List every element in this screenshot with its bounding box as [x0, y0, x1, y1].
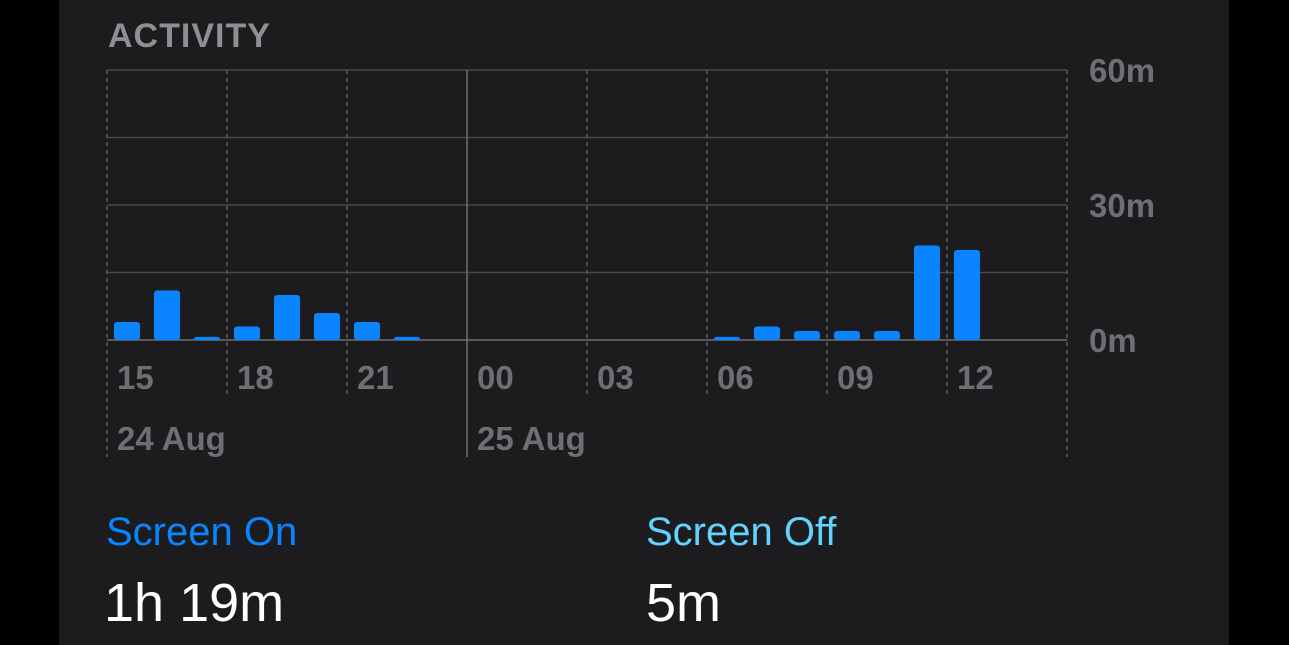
chart-bar [914, 245, 940, 340]
chart-bar [314, 313, 340, 340]
chart-bar [754, 326, 780, 340]
y-tick-label: 0m [1089, 322, 1137, 359]
chart-bar [234, 326, 260, 340]
activity-panel [59, 0, 1229, 645]
chart-bar [114, 322, 140, 340]
y-tick-label: 30m [1089, 187, 1155, 224]
chart-bar [874, 331, 900, 340]
chart-bar [834, 331, 860, 340]
screen-off-value: 5m [646, 573, 722, 633]
x-tick-label: 03 [597, 359, 634, 396]
date-label: 24 Aug [117, 420, 226, 457]
chart-bar [274, 295, 300, 340]
chart-bar [154, 290, 180, 340]
x-tick-label: 09 [837, 359, 874, 396]
chart-bar [714, 336, 740, 340]
chart-bar [954, 250, 980, 340]
screen-on-value: 1h 19m [104, 573, 285, 633]
chart-bar [194, 336, 220, 340]
chart-bar [794, 331, 820, 340]
chart-bar [394, 336, 420, 340]
chart-grid [106, 69, 1068, 457]
x-axis-labels: 15 18 21 00 03 06 09 12 24 Aug 25 Aug [117, 359, 994, 457]
x-tick-label: 15 [117, 359, 154, 396]
x-tick-label: 18 [237, 359, 274, 396]
activity-chart: 60m 30m 0m 15 18 21 00 03 06 09 12 24 Aug 25 Aug [106, 52, 1155, 457]
chart-bar [354, 322, 380, 340]
x-tick-label: 21 [357, 359, 394, 396]
screen-on-label: Screen On [106, 510, 298, 554]
screen-off-label: Screen Off [646, 510, 837, 554]
x-tick-label: 06 [717, 359, 754, 396]
date-label: 25 Aug [477, 420, 586, 457]
chart-bars [114, 245, 980, 340]
x-tick-label: 00 [477, 359, 514, 396]
section-title: ACTIVITY [108, 17, 271, 55]
y-tick-label: 60m [1089, 52, 1155, 89]
y-axis-labels: 60m 30m 0m [1089, 52, 1155, 359]
x-tick-label: 12 [957, 359, 994, 396]
